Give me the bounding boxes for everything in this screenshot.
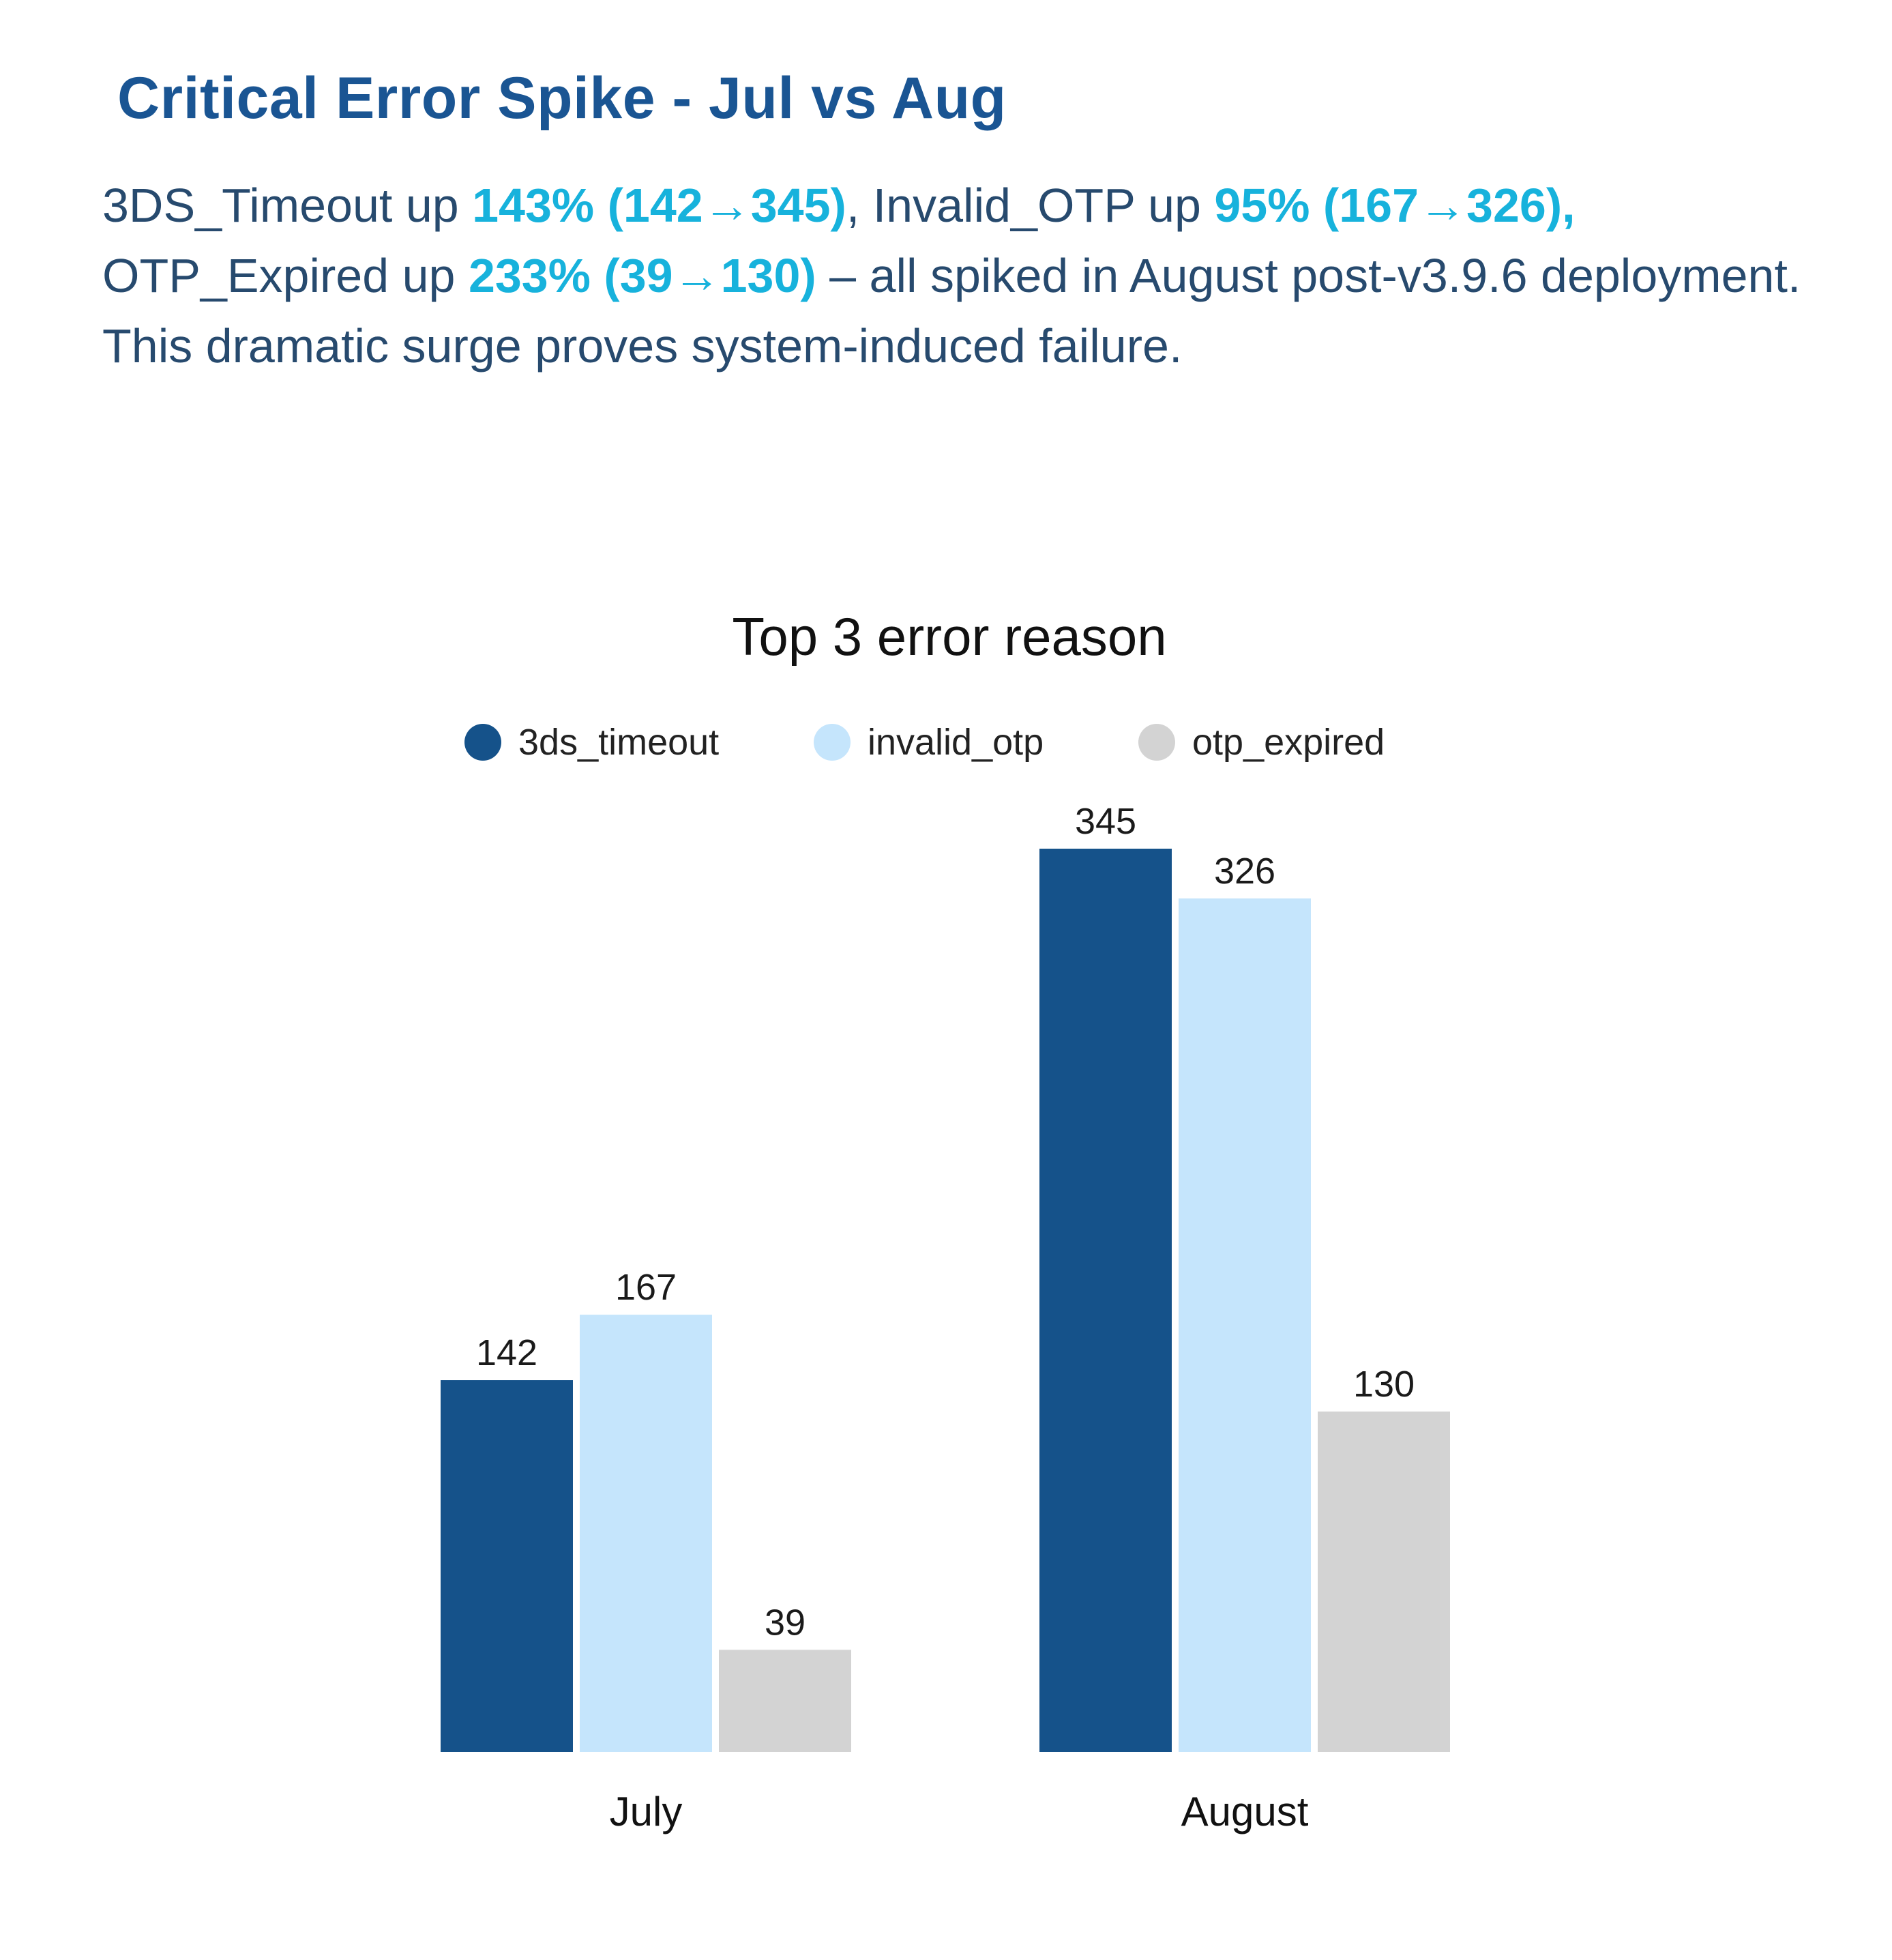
chart-x-axis: July August (610, 1789, 1309, 1834)
chart-bars (441, 849, 1450, 1752)
highlight-otp-expired: 233% (39→130) (468, 249, 816, 302)
summary-text: 3DS_Timeout up 143% (142→345), Invalid_O… (102, 171, 1821, 381)
legend-marker-invalid-otp (814, 724, 851, 761)
highlight-invalid-otp: 95% (167→326), (1214, 179, 1576, 232)
bar-july-invalid-otp (580, 1315, 712, 1752)
chart-legend: 3ds_timeout invalid_otp otp_expired (464, 722, 1385, 763)
summary-seg-4: – all spiked in August post-v3.9.6 deplo… (102, 249, 1801, 372)
legend-label-otp-expired: otp_expired (1192, 722, 1385, 763)
summary-seg-3: OTP_Expired up (102, 249, 469, 302)
page-title: Critical Error Spike - Jul vs Aug (117, 65, 1007, 131)
data-label-july-invalid-otp: 167 (615, 1267, 677, 1308)
data-label-july-otp-expired: 39 (765, 1602, 805, 1643)
bar-august-otp-expired (1318, 1412, 1450, 1752)
data-label-august-otp-expired: 130 (1353, 1364, 1415, 1405)
bar-august-invalid-otp (1179, 898, 1311, 1752)
data-label-august-invalid-otp: 326 (1214, 851, 1275, 892)
bar-july-otp-expired (719, 1650, 851, 1752)
highlight-3ds-timeout: 143% (142→345) (472, 179, 846, 232)
summary-seg-2: , Invalid_OTP up (846, 179, 1215, 232)
legend-marker-3ds-timeout (464, 724, 501, 761)
data-label-july-3ds-timeout: 142 (476, 1332, 537, 1373)
summary-seg-1: 3DS_Timeout up (102, 179, 473, 232)
x-tick-label-july: July (610, 1789, 683, 1834)
data-label-august-3ds-timeout: 345 (1075, 801, 1136, 842)
legend-label-invalid-otp: invalid_otp (868, 722, 1044, 763)
legend-marker-otp-expired (1138, 724, 1175, 761)
legend-label-3ds-timeout: 3ds_timeout (518, 722, 719, 763)
chart-title: Top 3 error reason (732, 606, 1166, 667)
bar-july-3ds-timeout (441, 1380, 573, 1752)
x-tick-label-august: August (1181, 1789, 1309, 1834)
bar-august-3ds-timeout (1039, 849, 1172, 1752)
chart-data-labels: 142 167 39 345 326 130 (476, 801, 1415, 1643)
